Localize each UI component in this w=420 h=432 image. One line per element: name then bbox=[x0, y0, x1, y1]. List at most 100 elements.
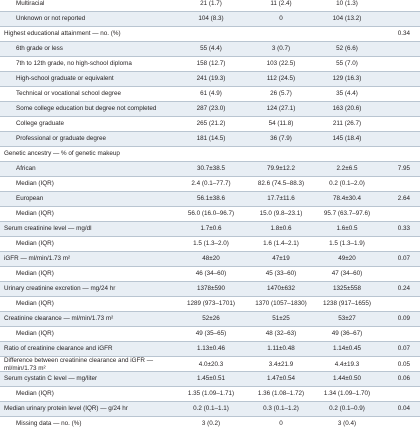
cell-c3: 2.2±6.5 bbox=[336, 165, 358, 172]
cell-p-value: 0.09 bbox=[397, 315, 410, 322]
cell-c1: 48±20 bbox=[202, 255, 220, 262]
row-label: Serum creatinine level — mg/dl bbox=[4, 225, 92, 232]
row-label: Median urinary protein level (IQR) — g/2… bbox=[4, 405, 128, 412]
table-row: Creatinine clearance — ml/min/1.73 m² 52±… bbox=[0, 311, 420, 327]
row-label: Median (IQR) bbox=[16, 330, 54, 337]
table-row: Median (IQR) 1289 (973–1701) 1370 (1057–18… bbox=[0, 296, 420, 311]
cell-c1: 181 (14.5) bbox=[196, 135, 226, 142]
table-row: Median (IQR) 1.35 (1.09–1.71) 1.36 (1.08–1… bbox=[0, 386, 420, 401]
row-label: Multiracial bbox=[16, 0, 45, 7]
cell-c2: 103 (22.5) bbox=[266, 60, 296, 67]
cell-c2: 79.9±12.2 bbox=[267, 165, 295, 172]
row-label: Professional or graduate degree bbox=[16, 135, 106, 142]
row-label: Median (IQR) bbox=[16, 210, 54, 217]
cell-c1: 158 (12.7) bbox=[196, 60, 226, 67]
cell-c3: 3 (0.4) bbox=[337, 420, 357, 427]
cell-c3: 10 (1.3) bbox=[336, 0, 358, 7]
table-row: 7th to 12th grade, no high-school diplom… bbox=[0, 56, 420, 71]
cell-c3: 53±27 bbox=[338, 315, 356, 322]
cell-c3: 55 (7.0) bbox=[336, 60, 358, 67]
row-label: Ratio of creatinine clearance and iGFR bbox=[4, 345, 113, 352]
cell-c1: 3 (0.2) bbox=[201, 420, 221, 427]
table-row: 6th grade or less 55 (4.4) 3 (0.7) 52 (6.6) bbox=[0, 41, 420, 57]
cell-p-value: 0.07 bbox=[397, 255, 410, 262]
cell-c3: 4.4±19.3 bbox=[334, 361, 360, 368]
row-label: Median (IQR) bbox=[16, 240, 54, 247]
table-row: Median urinary protein level (IQR) — g/2… bbox=[0, 401, 420, 417]
cell-c3: 78.4±30.4 bbox=[333, 195, 361, 202]
cell-c2: 1.6 (1.4–2.1) bbox=[263, 240, 299, 247]
cell-c3: 0.2 (0.1–0.9) bbox=[329, 405, 365, 412]
cell-c3: 1325±558 bbox=[333, 285, 361, 292]
cell-p-value: 0.05 bbox=[397, 361, 410, 368]
cell-c3: 1238 (917–1655) bbox=[323, 300, 371, 307]
cell-c1: 1.7±0.6 bbox=[200, 225, 222, 232]
cell-c1: 265 (21.2) bbox=[196, 120, 226, 127]
table-row: Urinary creatinine excretion — mg/24 hr 1… bbox=[0, 281, 420, 297]
cell-c2: 1370 (1057–1830) bbox=[255, 300, 307, 307]
cell-c2: 26 (5.7) bbox=[270, 90, 292, 97]
row-label: 6th grade or less bbox=[16, 45, 63, 52]
cell-p-value: 0.06 bbox=[397, 375, 410, 382]
cell-c1: 56.0 (16.0–96.7) bbox=[187, 210, 235, 217]
cell-c1: 0.2 (0.1–1.1) bbox=[193, 405, 229, 412]
row-label: Unknown or not reported bbox=[16, 15, 86, 22]
table-row: Serum cystatin C level — mg/liter 1.45±0.… bbox=[0, 371, 420, 387]
cell-c3: 211 (26.7) bbox=[332, 120, 362, 127]
cell-c3: 49 (36–67) bbox=[331, 330, 363, 337]
cell-c3: 0.2 (0.1–2.0) bbox=[329, 180, 365, 187]
cell-c1: 4.0±20.3 bbox=[198, 361, 224, 368]
table-row: Technical or vocational school degree 61 … bbox=[0, 86, 420, 101]
table-row: iGFR — ml/min/1.73 m² 48±20 47±19 49±20 0.07 bbox=[0, 251, 420, 267]
cell-c2: 48 (32–63) bbox=[265, 330, 297, 337]
table-row: Median (IQR) 49 (35–65) 48 (32–63) 49 (36–6… bbox=[0, 326, 420, 341]
cell-c1: 287 (23.0) bbox=[196, 105, 226, 112]
row-label: Missing data — no. (%) bbox=[16, 420, 82, 427]
cell-c2: 1470±632 bbox=[267, 285, 295, 292]
cell-c2: 82.6 (74.5–88.3) bbox=[257, 180, 305, 187]
table-row: Genetic ancestry — % of genetic makeup bbox=[0, 146, 420, 161]
cell-c2: 0 bbox=[279, 15, 283, 22]
table-row: African 30.7±38.5 79.9±12.2 2.2±6.5 7.95 bbox=[0, 161, 420, 177]
cell-c1: 1.45±0.51 bbox=[197, 375, 225, 382]
cell-p-value: 0.33 bbox=[397, 225, 410, 232]
table-row: Median (IQR) 1.5 (1.3–2.0) 1.6 (1.4–2.1) 1.… bbox=[0, 236, 420, 251]
cell-c2: 0.3 (0.1–1.2) bbox=[263, 405, 299, 412]
row-label: Serum cystatin C level — mg/liter bbox=[4, 375, 98, 382]
cell-c1: 46 (34–60) bbox=[195, 270, 227, 277]
cell-c1: 56.1±38.6 bbox=[197, 195, 225, 202]
cell-c3: 52 (6.6) bbox=[336, 45, 358, 52]
table-row: Highest educational attainment — no. (%)… bbox=[0, 26, 420, 41]
cell-c1: 1289 (973–1701) bbox=[187, 300, 235, 307]
table-row: Multiracial 21 (1.7) 11 (2.4) 10 (1.3) bbox=[0, 0, 420, 11]
row-label: College graduate bbox=[16, 120, 64, 127]
cell-c3: 163 (20.6) bbox=[332, 105, 362, 112]
cell-c3: 47 (34–60) bbox=[331, 270, 363, 277]
row-label: Technical or vocational school degree bbox=[16, 90, 122, 97]
cell-c2: 54 (11.8) bbox=[268, 120, 294, 127]
row-label: Genetic ancestry — % of genetic makeup bbox=[4, 150, 120, 157]
cell-c1: 1.13±0.46 bbox=[197, 345, 225, 352]
cell-c2: 51±25 bbox=[272, 315, 290, 322]
cell-p-value: 0.24 bbox=[397, 285, 410, 292]
row-label: High-school graduate or equivalent bbox=[16, 75, 114, 82]
cell-c1: 241 (19.3) bbox=[196, 75, 226, 82]
table-row: Ratio of creatinine clearance and iGFR 1.… bbox=[0, 341, 420, 357]
cell-p-value: 0.34 bbox=[397, 30, 410, 37]
cell-c3: 1.6±0.5 bbox=[336, 225, 358, 232]
cell-c3: 1.5 (1.3–1.9) bbox=[329, 240, 365, 247]
row-label: European bbox=[16, 195, 44, 202]
cell-c1: 55 (4.4) bbox=[200, 45, 222, 52]
cell-c1: 1378±590 bbox=[197, 285, 225, 292]
table-row: Median (IQR) 56.0 (16.0–96.7) 15.0 (9.8–23… bbox=[0, 206, 420, 221]
cell-c2: 3 (0.7) bbox=[271, 45, 291, 52]
cell-c2: 17.7±11.6 bbox=[267, 195, 295, 202]
table-row: Difference between creatinine clearance … bbox=[0, 356, 420, 372]
cell-p-value: 7.95 bbox=[397, 165, 410, 172]
row-label: Difference between creatinine clearance … bbox=[4, 357, 153, 372]
cell-c2: 3.4±21.9 bbox=[268, 361, 294, 368]
cell-c3: 129 (16.3) bbox=[332, 75, 362, 82]
table-row: Professional or graduate degree 181 (14.5… bbox=[0, 131, 420, 147]
table-row: Median (IQR) 2.4 (0.1–77.7) 82.6 (74.5–88.… bbox=[0, 176, 420, 191]
cell-c2: 1.36 (1.08–1.72) bbox=[257, 390, 305, 397]
